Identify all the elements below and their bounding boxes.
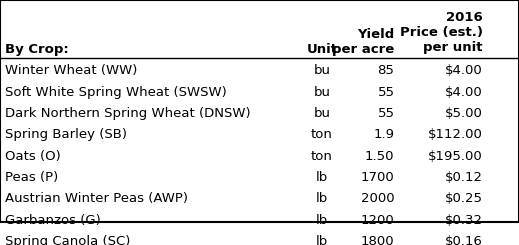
Text: 1200: 1200 xyxy=(361,214,394,227)
Text: 1.9: 1.9 xyxy=(374,128,394,141)
Text: 55: 55 xyxy=(377,107,394,120)
Text: $4.00: $4.00 xyxy=(445,64,483,77)
Text: lb: lb xyxy=(316,214,328,227)
Text: Soft White Spring Wheat (SWSW): Soft White Spring Wheat (SWSW) xyxy=(5,86,227,98)
Text: Spring Barley (SB): Spring Barley (SB) xyxy=(5,128,127,141)
Text: Dark Northern Spring Wheat (DNSW): Dark Northern Spring Wheat (DNSW) xyxy=(5,107,251,120)
Text: 2000: 2000 xyxy=(361,192,394,205)
Text: ton: ton xyxy=(311,128,333,141)
Text: lb: lb xyxy=(316,192,328,205)
Text: bu: bu xyxy=(313,86,330,98)
Text: Garbanzos (G): Garbanzos (G) xyxy=(5,214,101,227)
Text: lb: lb xyxy=(316,171,328,184)
Text: Unit: Unit xyxy=(306,43,337,56)
Text: ton: ton xyxy=(311,149,333,162)
Text: Yield
per acre: Yield per acre xyxy=(332,28,394,56)
Text: Winter Wheat (WW): Winter Wheat (WW) xyxy=(5,64,138,77)
Text: 55: 55 xyxy=(377,86,394,98)
Text: $0.32: $0.32 xyxy=(445,214,483,227)
Text: $0.16: $0.16 xyxy=(445,235,483,245)
Text: By Crop:: By Crop: xyxy=(5,43,69,56)
Text: 1700: 1700 xyxy=(361,171,394,184)
Text: 2016
Price (est.)
per unit: 2016 Price (est.) per unit xyxy=(400,11,483,54)
Text: 1.50: 1.50 xyxy=(365,149,394,162)
Text: lb: lb xyxy=(316,235,328,245)
Text: Peas (P): Peas (P) xyxy=(5,171,59,184)
Text: $112.00: $112.00 xyxy=(428,128,483,141)
Text: Oats (O): Oats (O) xyxy=(5,149,61,162)
Text: $0.12: $0.12 xyxy=(445,171,483,184)
Text: Spring Canola (SC): Spring Canola (SC) xyxy=(5,235,131,245)
Text: $4.00: $4.00 xyxy=(445,86,483,98)
Text: Austrian Winter Peas (AWP): Austrian Winter Peas (AWP) xyxy=(5,192,188,205)
Text: 85: 85 xyxy=(377,64,394,77)
Text: $0.25: $0.25 xyxy=(445,192,483,205)
Text: $195.00: $195.00 xyxy=(428,149,483,162)
Text: 1800: 1800 xyxy=(361,235,394,245)
Text: bu: bu xyxy=(313,64,330,77)
Text: bu: bu xyxy=(313,107,330,120)
Text: $5.00: $5.00 xyxy=(445,107,483,120)
